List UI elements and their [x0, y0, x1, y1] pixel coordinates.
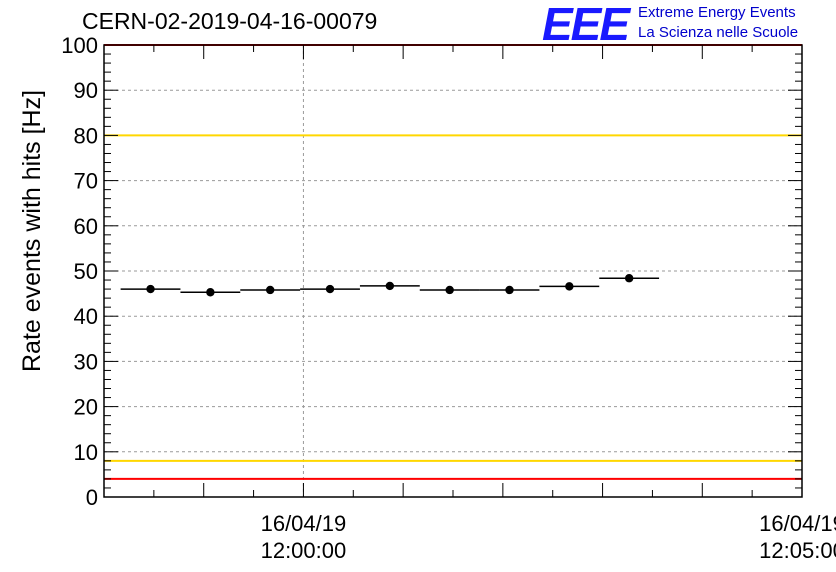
x-tick-label-time: 12:00:00 [261, 538, 347, 563]
y-tick-label: 20 [74, 395, 98, 420]
data-point [445, 285, 454, 295]
data-point [265, 285, 275, 295]
y-tick-label: 50 [74, 259, 98, 284]
logo-caption-line2: La Scienza nelle Scuole [638, 24, 799, 41]
y-tick-label: 80 [74, 123, 98, 148]
data-point [505, 285, 514, 295]
y-tick-label: 100 [61, 33, 98, 58]
data-point [206, 288, 215, 297]
eee-logo: EEE [542, 0, 630, 50]
data-point [624, 274, 634, 283]
data-point [385, 281, 395, 291]
data-point [565, 282, 574, 291]
y-axis-label: Rate events with hits [Hz] [18, 89, 46, 372]
y-tick-label: 10 [74, 440, 98, 465]
y-tick-label: 30 [74, 349, 98, 374]
x-tick-label-date: 16/04/19 [261, 511, 347, 536]
y-tick-label: 40 [74, 304, 98, 329]
y-tick-label: 70 [74, 169, 98, 194]
y-tick-label: 90 [74, 78, 98, 103]
y-tick-label: 0 [86, 485, 98, 510]
data-point [146, 284, 155, 294]
logo-caption: Extreme Energy Events La Scienza nelle S… [638, 3, 798, 43]
data-point [325, 284, 335, 294]
x-tick-label-date: 16/04/19 [759, 511, 836, 536]
x-tick-label-time: 12:05:00 [759, 538, 836, 563]
logo-caption-line1: Extreme Energy Events [638, 4, 796, 21]
run-title: CERN-02-2019-04-16-00079 [82, 8, 378, 34]
y-tick-label: 60 [74, 214, 98, 239]
